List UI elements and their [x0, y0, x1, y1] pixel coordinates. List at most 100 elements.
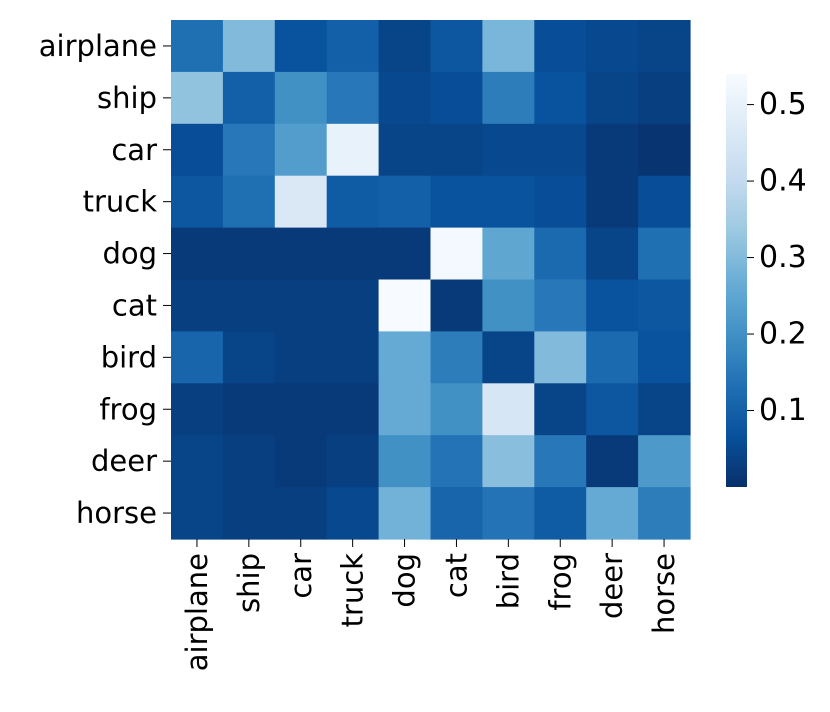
- heatmap-cell-dog-dog: [378, 227, 432, 281]
- heatmap-cell-frog-cat: [430, 383, 483, 436]
- heatmap-cell-horse-cat: [430, 487, 483, 540]
- heatmap-cell-horse-car: [274, 487, 328, 540]
- heatmap-cell-dog-deer: [586, 227, 639, 281]
- x-tick-label-deer: deer: [595, 553, 629, 619]
- y-tick-label-frog: frog: [99, 392, 157, 426]
- heatmap-cell-bird-frog: [534, 331, 587, 384]
- heatmap-cell-ship-airplane: [171, 71, 224, 125]
- heatmap-cell-cat-car: [274, 279, 328, 332]
- heatmap-cell-cat-horse: [638, 279, 691, 332]
- heatmap-cell-truck-horse: [638, 175, 691, 229]
- colorbar-tick-label: 0.3: [759, 240, 807, 275]
- heatmap-cell-airplane-truck: [326, 20, 380, 73]
- heatmap-cell-ship-car: [274, 71, 328, 125]
- x-tick-label-car: car: [284, 553, 318, 599]
- heatmap-cell-ship-cat: [430, 71, 483, 125]
- y-tick-label-car: car: [111, 133, 157, 167]
- heatmap-cell-dog-cat: [430, 227, 483, 281]
- heatmap-cell-car-ship: [222, 123, 276, 177]
- heatmap-cell-truck-cat: [430, 175, 483, 229]
- heatmap-cell-car-truck: [326, 123, 380, 177]
- y-tick-label-truck: truck: [83, 185, 158, 219]
- heatmap-cell-cat-cat: [430, 279, 483, 332]
- heatmap-cell-ship-truck: [326, 71, 380, 125]
- heatmap-cell-ship-dog: [378, 71, 432, 125]
- heatmap-cell-bird-dog: [378, 331, 432, 384]
- heatmap-cell-bird-bird: [482, 331, 535, 384]
- heatmap-cell-frog-horse: [638, 383, 691, 436]
- heatmap-cell-airplane-cat: [430, 20, 483, 73]
- x-axis-tick-labels: airplane ship car truck dog cat bird frog deer ho…: [180, 539, 681, 671]
- heatmap-cell-cat-frog: [534, 279, 587, 332]
- heatmap-cell-bird-cat: [430, 331, 483, 384]
- heatmap-cell-frog-bird: [482, 383, 535, 436]
- colorbar-gradient: [726, 74, 747, 487]
- y-tick-label-dog: dog: [102, 237, 157, 271]
- heatmap-cell-car-dog: [378, 123, 432, 177]
- heatmap-cell-ship-ship: [222, 71, 276, 125]
- heatmap-cell-airplane-airplane: [171, 20, 224, 73]
- heatmap-cell-dog-airplane: [171, 227, 224, 281]
- y-tick-label-airplane: airplane: [39, 29, 157, 63]
- heatmap-cell-cat-deer: [586, 279, 639, 332]
- y-tick-label-bird: bird: [101, 340, 157, 374]
- heatmap-cell-truck-airplane: [171, 175, 224, 229]
- heatmap-cell-truck-ship: [222, 175, 276, 229]
- heatmap-cell-deer-car: [274, 435, 328, 488]
- heatmap-cell-ship-bird: [482, 71, 535, 125]
- heatmap-cell-car-car: [274, 123, 328, 177]
- heatmap-cell-ship-deer: [586, 71, 639, 125]
- colorbar-tick-label: 0.2: [759, 317, 807, 352]
- y-tick-label-cat: cat: [112, 288, 157, 322]
- heatmap-cell-airplane-bird: [482, 20, 535, 73]
- heatmap-cell-airplane-car: [274, 20, 328, 73]
- heatmap-cell-ship-frog: [534, 71, 587, 125]
- heatmap-cell-car-airplane: [171, 123, 224, 177]
- heatmap-cell-car-cat: [430, 123, 483, 177]
- heatmap-cell-deer-cat: [430, 435, 483, 488]
- heatmap-cell-bird-ship: [222, 331, 276, 384]
- heatmap-cell-frog-airplane: [171, 383, 224, 436]
- heatmap-cell-car-bird: [482, 123, 535, 177]
- x-tick-label-dog: dog: [388, 553, 422, 608]
- x-tick-label-frog: frog: [543, 553, 577, 611]
- heatmap-cell-airplane-deer: [586, 20, 639, 73]
- heatmap-cell-frog-frog: [534, 383, 587, 436]
- y-tick-label-ship: ship: [97, 81, 157, 115]
- heatmap-cell-bird-horse: [638, 331, 691, 384]
- heatmap-cell-horse-ship: [222, 487, 276, 540]
- heatmap-cell-bird-airplane: [171, 331, 224, 384]
- heatmap-cell-ship-horse: [638, 71, 691, 125]
- heatmap-cell-frog-deer: [586, 383, 639, 436]
- heatmap-cell-horse-bird: [482, 487, 535, 540]
- heatmap-cell-bird-deer: [586, 331, 639, 384]
- heatmap-cell-horse-truck: [326, 487, 380, 540]
- heatmap-cells: [171, 20, 691, 540]
- heatmap-cell-deer-airplane: [171, 435, 224, 488]
- heatmap-cell-frog-car: [274, 383, 328, 436]
- heatmap-cell-truck-bird: [482, 175, 535, 229]
- heatmap-cell-frog-truck: [326, 383, 380, 436]
- colorbar-tick-label: 0.5: [759, 87, 807, 122]
- x-tick-label-ship: ship: [232, 553, 266, 613]
- heatmap-cell-truck-dog: [378, 175, 432, 229]
- heatmap-cell-airplane-horse: [638, 20, 691, 73]
- heatmap-cell-dog-bird: [482, 227, 535, 281]
- heatmap-cell-airplane-dog: [378, 20, 432, 73]
- heatmap-cell-deer-deer: [586, 435, 639, 488]
- heatmap-cell-cat-truck: [326, 279, 380, 332]
- x-tick-label-horse: horse: [647, 553, 681, 634]
- colorbar-tick-label: 0.4: [759, 164, 807, 199]
- heatmap-cell-dog-ship: [222, 227, 276, 281]
- heatmap-cell-truck-deer: [586, 175, 639, 229]
- x-tick-label-airplane: airplane: [180, 553, 214, 671]
- heatmap-cell-deer-bird: [482, 435, 535, 488]
- x-tick-label-cat: cat: [439, 553, 473, 598]
- heatmap-cell-deer-ship: [222, 435, 276, 488]
- heatmap-cell-car-horse: [638, 123, 691, 177]
- heatmap-cell-frog-ship: [222, 383, 276, 436]
- heatmap-cell-cat-ship: [222, 279, 276, 332]
- heatmap-cell-horse-deer: [586, 487, 639, 540]
- heatmap-cell-airplane-ship: [222, 20, 276, 73]
